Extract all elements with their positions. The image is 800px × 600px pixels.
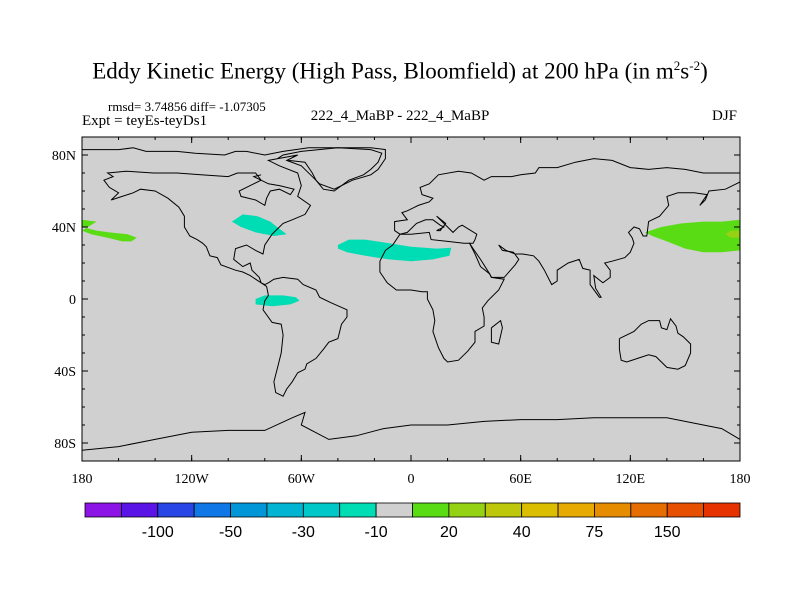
colorbar: -100 -50 -30 -10 20 40 75 150 — [84, 502, 741, 541]
colorbar-label: 20 — [440, 524, 458, 541]
x-tick-label: 0 — [408, 472, 415, 487]
colorbar-box — [630, 502, 668, 518]
x-tick-label: 60E — [509, 472, 532, 487]
green-patch-pacific-west — [82, 219, 137, 242]
colorbar-label: 150 — [654, 524, 681, 541]
cyan-patch-atlantic — [337, 239, 452, 262]
colorbar-box — [703, 502, 741, 518]
colorbar-label: -30 — [292, 524, 315, 541]
colorbar-label: -100 — [142, 524, 174, 541]
colorbar-box — [521, 502, 559, 518]
y-tick-label: 40N — [52, 221, 76, 236]
y-tick-label: 80N — [52, 149, 76, 164]
colorbar-box — [594, 502, 632, 518]
title-suffix: ) — [700, 58, 708, 84]
greenland-coast — [277, 147, 383, 192]
rmsd-diff-label: rmsd= 3.74856 diff= -1.07305 — [108, 99, 266, 114]
x-tick-label: 120W — [175, 472, 210, 487]
x-tick-label: 180 — [730, 472, 751, 487]
title-prefix: Eddy Kinetic Energy (High Pass, Bloomfie… — [92, 58, 674, 84]
madagascar-coast — [490, 319, 503, 345]
colorbar-label: 40 — [513, 524, 531, 541]
colorbar-box — [448, 502, 486, 518]
antarctica-coast — [81, 411, 741, 451]
colorbar-label: 75 — [586, 524, 604, 541]
y-tick-label: 0 — [69, 293, 76, 308]
colorbar-box — [157, 502, 195, 518]
axes: 180 120W 60W 0 60E 120E 180 80N 40N 0 40S 80S — [52, 136, 751, 487]
experiment-label: Expt = teyEs-teyDs1 — [82, 113, 208, 129]
colorbar-box — [375, 502, 413, 518]
colorbar-box — [120, 502, 159, 518]
map-background — [82, 137, 740, 461]
colorbar-box — [193, 502, 231, 518]
colorbar-label: -50 — [219, 524, 242, 541]
plot-area — [81, 137, 741, 461]
y-tick-label: 40S — [54, 365, 76, 380]
x-tick-label: 180 — [72, 472, 93, 487]
africa-coast — [379, 231, 505, 363]
eurasia-coast — [394, 158, 741, 298]
y-tick-label: 80S — [54, 437, 76, 452]
season-label: DJF — [712, 108, 738, 124]
north-america-coast — [82, 147, 386, 397]
x-tick-label: 120E — [616, 472, 646, 487]
case-comparison-label: 222_4_MaBP - 222_4_MaBP — [310, 108, 490, 124]
yellowgreen-core-east — [725, 230, 740, 238]
colorbar-box — [302, 502, 341, 518]
colorbar-box — [484, 502, 523, 518]
colorbar-box — [84, 502, 122, 518]
colorbar-box — [266, 502, 304, 518]
title-exponent-1: 2 — [673, 58, 681, 73]
x-tick-label: 60W — [288, 472, 316, 487]
cyan-patch-na — [231, 214, 287, 236]
chart-title: Eddy Kinetic Energy (High Pass, Bloomfie… — [0, 58, 800, 85]
colorbar-box — [339, 502, 377, 518]
title-exponent-2: -2 — [689, 58, 701, 73]
colorbar-box — [666, 502, 705, 518]
australia-coast — [618, 317, 692, 370]
colorbar-box — [557, 502, 595, 518]
colorbar-box — [412, 502, 450, 518]
green-patch-pacific-east — [645, 219, 740, 253]
title-unit-s: s — [680, 58, 690, 84]
colorbar-label: -10 — [365, 524, 388, 541]
colorbar-box — [230, 502, 268, 518]
